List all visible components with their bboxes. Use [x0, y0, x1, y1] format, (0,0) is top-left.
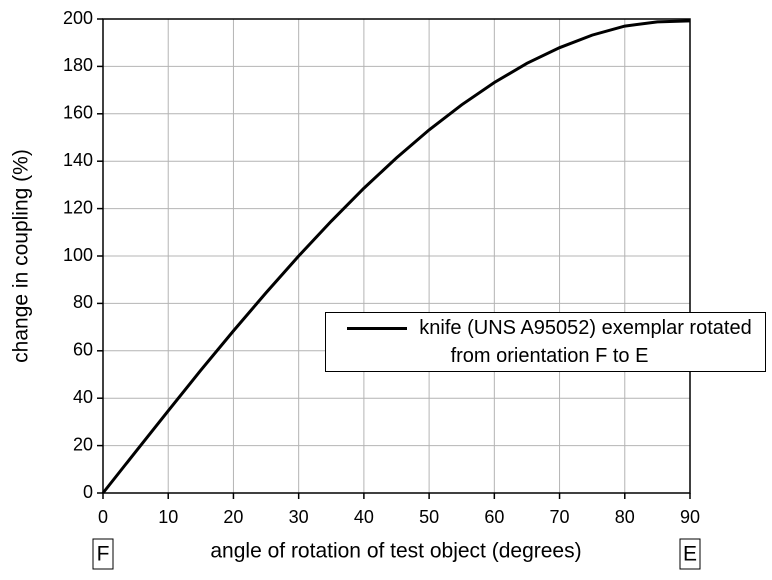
x-tick-label: 20 — [223, 507, 243, 527]
x-axis-label: angle of rotation of test object (degree… — [210, 540, 581, 563]
y-tick-label: 140 — [63, 150, 93, 170]
x-tick-label: 40 — [354, 507, 374, 527]
legend-swatch — [347, 327, 408, 331]
x-tick-label: 80 — [615, 507, 635, 527]
annotation: F — [97, 543, 110, 566]
plot-frame — [102, 18, 691, 494]
x-tick-label: 10 — [158, 507, 178, 527]
annotation-box — [679, 538, 701, 570]
y-tick-label: 0 — [83, 482, 93, 502]
y-axis-label: change in coupling (%) — [10, 149, 33, 363]
legend: knife (UNS A95052) exemplar rotated from… — [325, 312, 766, 372]
annotation: E — [683, 543, 697, 566]
x-tick-label: 70 — [550, 507, 570, 527]
y-tick-label: 180 — [63, 55, 93, 75]
x-tick-label: 60 — [484, 507, 504, 527]
y-tick-label: 40 — [73, 387, 93, 407]
x-tick-label: 50 — [419, 507, 439, 527]
data-line — [101, 19, 691, 494]
y-tick-label: 80 — [73, 292, 93, 312]
annotation-box — [92, 538, 114, 570]
y-tick-label: 200 — [63, 8, 93, 28]
y-tick-label: 120 — [63, 197, 93, 217]
y-tick-label: 60 — [73, 340, 93, 360]
legend-label: knife (UNS A95052) exemplar rotated from… — [419, 317, 752, 367]
x-tick-label: 0 — [98, 507, 108, 527]
y-tick-label: 100 — [63, 245, 93, 265]
x-tick-label: 90 — [680, 507, 700, 527]
x-tick-label: 30 — [289, 507, 309, 527]
y-tick-label: 160 — [63, 103, 93, 123]
y-tick-label: 20 — [73, 434, 93, 454]
